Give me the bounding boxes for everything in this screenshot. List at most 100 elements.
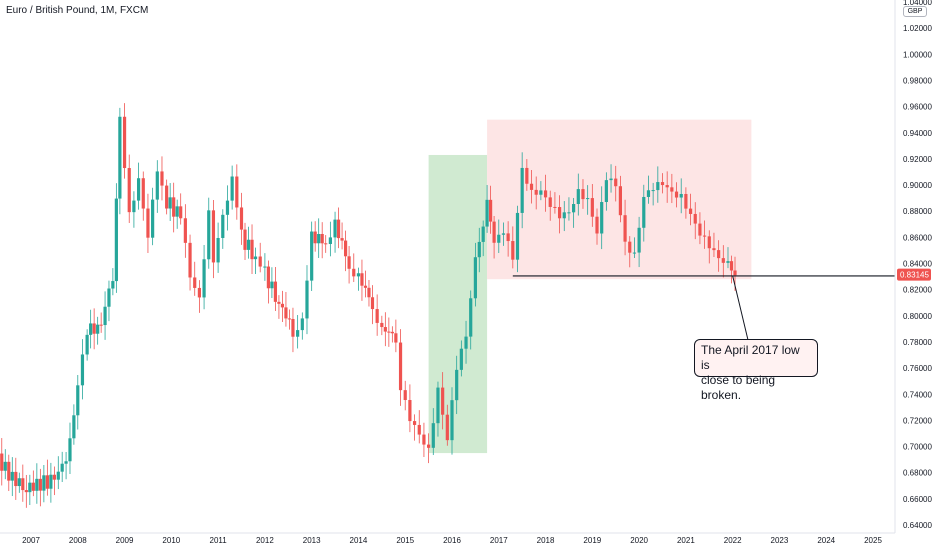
candle-body xyxy=(313,231,317,244)
y-tick-label: 1.00000 xyxy=(903,50,932,59)
x-tick-label: 2014 xyxy=(350,536,368,545)
candle-body xyxy=(328,237,332,245)
candle-body xyxy=(60,463,64,472)
candle-body xyxy=(422,434,426,445)
overlay-layer xyxy=(512,275,895,341)
candle-body xyxy=(576,189,580,205)
annotation-callout[interactable]: The April 2017 low is close to being bro… xyxy=(694,339,818,402)
candle-body xyxy=(618,186,622,216)
candle-body xyxy=(266,266,270,289)
candle-body xyxy=(239,207,244,230)
candle-body xyxy=(68,438,72,462)
candle-body xyxy=(553,206,557,208)
candle-body xyxy=(42,475,46,491)
candle-body xyxy=(202,259,206,298)
candle-body xyxy=(688,208,693,214)
candle-body xyxy=(89,323,93,335)
candle-body xyxy=(557,207,562,219)
currency-badge[interactable]: GBP xyxy=(903,6,927,17)
x-axis[interactable]: 2007 2008 2009 2010 2011 2012 2013 2014 2015 2016… xyxy=(22,536,882,545)
annotation-line-1: The April 2017 low is xyxy=(701,343,800,372)
candle-body xyxy=(175,206,179,217)
y-axis[interactable]: 0.64000 0.66000 0.68000 0.70000 0.72000 0.740… xyxy=(903,0,932,530)
candle-body xyxy=(352,268,356,277)
candle-body xyxy=(243,229,247,250)
candle-body xyxy=(21,478,25,491)
candle-body xyxy=(520,167,524,213)
candle-body xyxy=(76,385,80,416)
candle-body xyxy=(333,219,337,238)
candle-body xyxy=(733,270,737,276)
candle-body xyxy=(642,196,646,228)
y-tick-label: 0.76000 xyxy=(903,364,932,373)
candle-body xyxy=(567,212,571,214)
x-tick-label: 2009 xyxy=(116,536,134,545)
y-tick-label: 0.88000 xyxy=(903,207,932,216)
candle-body xyxy=(356,273,361,277)
candle-body xyxy=(459,348,463,370)
candle-body xyxy=(35,478,39,491)
candle-body xyxy=(246,239,251,250)
candle-body xyxy=(216,237,220,263)
candle-body xyxy=(207,210,211,260)
candle-body xyxy=(72,415,76,439)
candle-body xyxy=(258,256,262,267)
y-tick-label: 0.80000 xyxy=(903,312,932,321)
candle-body xyxy=(324,243,328,245)
candle-body xyxy=(305,280,309,319)
candle-body xyxy=(172,197,176,217)
candle-body xyxy=(595,216,599,234)
candle-body xyxy=(450,400,454,441)
candle-body xyxy=(698,223,702,236)
candle-body xyxy=(160,171,164,186)
candle-body xyxy=(628,241,632,253)
candle-body xyxy=(230,176,234,201)
x-tick-label: 2020 xyxy=(630,536,648,545)
symbol-title[interactable]: Euro / British Pound, 1M, FXCM xyxy=(6,5,149,16)
y-tick-label: 0.78000 xyxy=(903,338,932,347)
candle-body xyxy=(141,178,145,209)
candle-body xyxy=(431,423,435,448)
candle-body xyxy=(445,414,449,441)
candle-body xyxy=(165,185,169,209)
y-tick-label: 0.90000 xyxy=(903,181,932,190)
candle-body xyxy=(151,199,155,238)
candle-body xyxy=(136,178,141,201)
candle-body xyxy=(7,461,11,481)
candle-body xyxy=(679,193,683,198)
x-tick-label: 2013 xyxy=(303,536,321,545)
x-tick-label: 2019 xyxy=(583,536,601,545)
candle-body xyxy=(28,482,32,493)
candle-body xyxy=(586,198,590,200)
candle-body xyxy=(721,258,725,263)
candle-body xyxy=(280,303,285,308)
candle-body xyxy=(188,242,192,278)
candle-body xyxy=(637,227,641,253)
candle-body xyxy=(300,318,304,331)
candle-body xyxy=(103,306,107,326)
y-tick-label: 1.02000 xyxy=(903,24,932,33)
last-price-label: 0.83145 xyxy=(897,268,931,281)
candle-body xyxy=(270,281,274,289)
candle-body xyxy=(360,273,364,286)
y-tick-label: 0.86000 xyxy=(903,233,932,242)
x-tick-label: 2017 xyxy=(490,536,508,545)
candle-body xyxy=(511,241,515,260)
candle-body xyxy=(548,197,552,207)
candle-body xyxy=(99,324,103,326)
x-tick-label: 2012 xyxy=(256,536,274,545)
candle-body xyxy=(707,236,711,249)
candle-body xyxy=(277,301,281,304)
candle-body xyxy=(347,256,351,269)
candle-body xyxy=(56,471,60,480)
candle-body xyxy=(534,189,538,195)
candle-body xyxy=(118,116,122,199)
candle-body xyxy=(296,330,300,337)
candle-body xyxy=(92,323,96,334)
candle-body xyxy=(506,233,510,242)
y-tick-label: 0.64000 xyxy=(903,521,932,530)
x-tick-label: 2022 xyxy=(724,536,742,545)
candle-body xyxy=(390,331,394,334)
candle-body xyxy=(665,185,669,188)
